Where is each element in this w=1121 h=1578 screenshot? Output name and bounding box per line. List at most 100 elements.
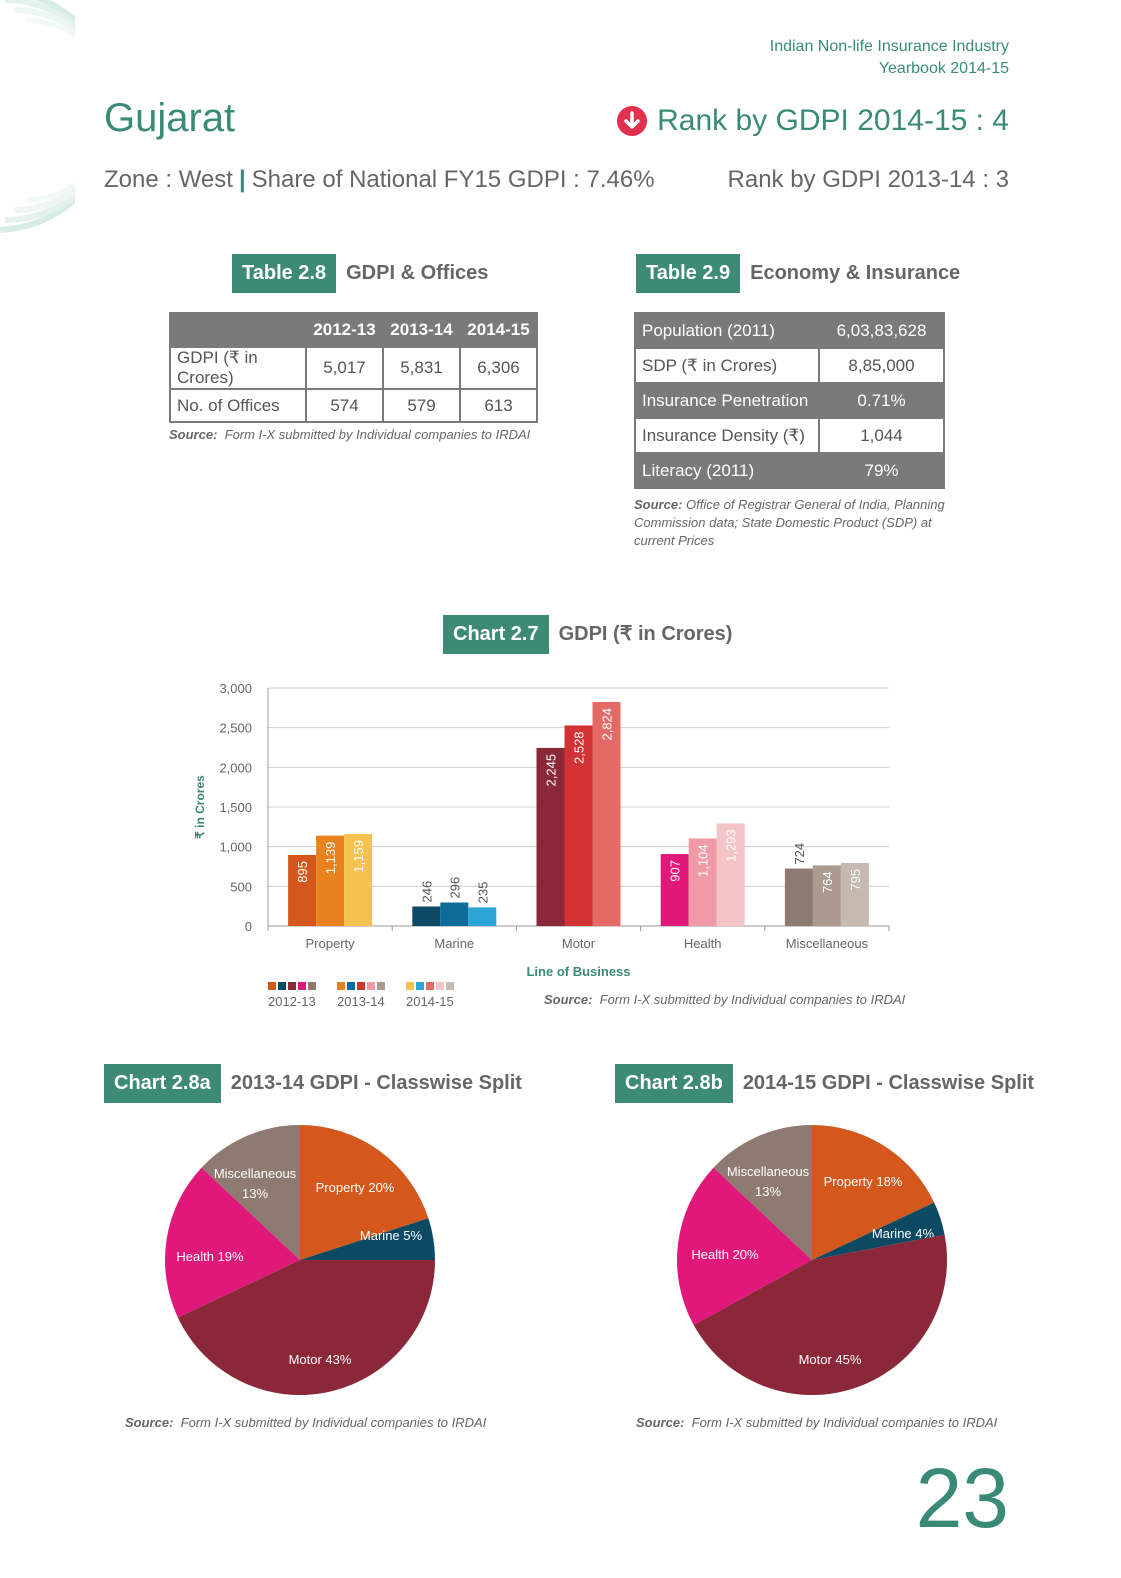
bar-data-label: 1,104 [696, 844, 711, 877]
legend-swatch [426, 982, 434, 990]
bar [784, 868, 813, 926]
bar [840, 862, 869, 926]
source-label: Source: [634, 497, 683, 512]
bar [440, 902, 469, 926]
table29-tag: Table 2.9 [636, 254, 741, 293]
bar [812, 865, 841, 926]
pie-slice [165, 1167, 300, 1318]
row-label: Population (2011) [634, 312, 820, 349]
legend-swatch [298, 982, 306, 990]
bar-data-label: 296 [447, 877, 462, 899]
bar [412, 906, 441, 926]
legend-swatch [288, 982, 296, 990]
page-number: 23 [915, 1451, 1009, 1545]
rank-current-text: Rank by GDPI 2014-15 : 4 [657, 104, 1009, 137]
legend-swatch [308, 982, 316, 990]
table-row: GDPI (₹ in Crores) 5,017 5,831 6,306 [169, 346, 538, 390]
bar [564, 725, 593, 926]
table-cell: 574 [305, 388, 384, 423]
y-tick-label: 0 [245, 919, 252, 934]
source-label: Source: [636, 1415, 685, 1430]
x-tick-label: Property [306, 936, 356, 951]
legend-swatch [278, 982, 286, 990]
bar-data-label: 2,528 [572, 731, 587, 764]
x-tick-label: Health [684, 936, 722, 951]
legend-swatch [406, 982, 414, 990]
table-row: Insurance Density (₹) 1,044 [634, 417, 945, 454]
table28-tag: Table 2.8 [232, 254, 337, 293]
chart27-source: Source: Form I-X submitted by Individual… [544, 991, 905, 1009]
x-tick-label: Marine [434, 936, 474, 951]
row-label: Insurance Density (₹) [634, 417, 820, 454]
separator-bar: | [238, 166, 246, 193]
pie-slice-label: Property 20% [316, 1180, 395, 1195]
row-label: Literacy (2011) [634, 452, 820, 489]
chart28b-heading: Chart 2.8b 2014-15 GDPI - Classwise Split [615, 1064, 1034, 1103]
table-cell: 6,03,83,628 [818, 312, 945, 349]
economy-insurance-table: Population (2011) 6,03,83,628 SDP (₹ in … [634, 312, 945, 489]
bar [660, 854, 689, 926]
legend-swatch [337, 982, 345, 990]
table-cell: 79% [818, 452, 945, 489]
pie-slice-label: Miscellaneous [727, 1164, 810, 1179]
legend-swatch [357, 982, 365, 990]
pie-slice-label: Motor 43% [289, 1352, 352, 1367]
bar [344, 834, 373, 926]
table-row: SDP (₹ in Crores) 8,85,000 [634, 347, 945, 384]
table-cell: 0.71% [818, 382, 945, 419]
bar [316, 835, 345, 926]
table-header-row: 2012-13 2013-14 2014-15 [169, 312, 538, 348]
table-row: Insurance Penetration 0.71% [634, 382, 945, 419]
state-name: Gujarat [104, 96, 236, 140]
pie-chart-2013-14: Property 20% Marine 5% Motor 43% Health 19%… [165, 1125, 436, 1395]
chart28b-source: Source: Form I-X submitted by Individual… [636, 1414, 997, 1432]
table-header-cell: 2014-15 [459, 312, 538, 348]
legend-swatch [416, 982, 424, 990]
legend-label: 2013-14 [337, 994, 385, 1009]
y-tick-label: 2,500 [219, 721, 252, 736]
row-label: SDP (₹ in Crores) [634, 347, 820, 384]
source-text: Form I-X submitted by Individual compani… [180, 1415, 487, 1430]
row-label: No. of Offices [169, 388, 307, 423]
table-cell: 1,044 [818, 417, 945, 454]
source-label: Source: [169, 427, 218, 442]
pie-slice [693, 1234, 947, 1395]
legend-swatch [347, 982, 355, 990]
bar-data-label: 724 [792, 843, 807, 865]
table-cell: 6,306 [459, 346, 538, 390]
legend-swatch [436, 982, 444, 990]
chart28a-heading: Chart 2.8a 2013-14 GDPI - Classwise Split [104, 1064, 522, 1103]
bar [688, 838, 717, 926]
bar-data-label: 246 [419, 881, 434, 903]
bar-data-label: 907 [668, 860, 683, 882]
legend-label: 2012-13 [268, 994, 316, 1009]
pie-slice-label: Miscellaneous [214, 1166, 297, 1181]
source-label: Source: [544, 992, 593, 1007]
table-header-cell [169, 312, 307, 348]
zone-share-line: Zone : West | Share of National FY15 GDPI … [104, 166, 655, 194]
y-axis-title: ₹ in Crores [193, 775, 207, 839]
table-cell: 8,85,000 [818, 347, 945, 384]
pie-slice-label: Health 20% [691, 1247, 759, 1262]
pie-slice-label: 13% [242, 1186, 268, 1201]
bar-data-label: 1,159 [351, 840, 366, 873]
bar [468, 907, 497, 926]
chart28b-title: 2014-15 GDPI - Classwise Split [742, 1072, 1035, 1094]
pie-slice [201, 1125, 300, 1260]
bar-data-label: 235 [475, 882, 490, 904]
table29-source: Source: Office of Registrar General of I… [634, 496, 945, 550]
pie-slice-label: Marine 4% [872, 1226, 935, 1241]
y-tick-label: 1,500 [219, 800, 252, 815]
x-axis-title: Line of Business [526, 964, 630, 979]
bar-data-label: 2,245 [544, 754, 559, 787]
source-text: Form I-X submitted by Individual compani… [691, 1415, 998, 1430]
pie-slice [300, 1125, 429, 1260]
legend-swatch [446, 982, 454, 990]
table-cell: 5,831 [382, 346, 461, 390]
x-tick-label: Miscellaneous [786, 936, 869, 951]
bar [716, 823, 745, 926]
source-label: Source: [125, 1415, 174, 1430]
share-text: Share of National FY15 GDPI : 7.46% [251, 166, 655, 193]
yearbook-title-line1: Indian Non-life Insurance Industry [769, 38, 1009, 55]
source-text-line2: Commission data; State Domestic Product … [634, 515, 932, 530]
